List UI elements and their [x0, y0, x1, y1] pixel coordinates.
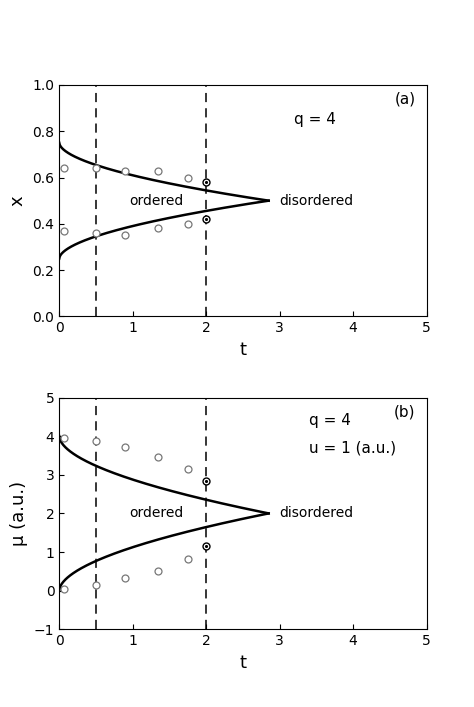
X-axis label: t: t: [239, 654, 246, 672]
Text: disordered: disordered: [279, 506, 354, 520]
Text: ordered: ordered: [129, 506, 183, 520]
Y-axis label: μ (a.u.): μ (a.u.): [10, 481, 28, 546]
X-axis label: t: t: [239, 341, 246, 359]
Text: q = 4: q = 4: [309, 413, 351, 428]
Text: q = 4: q = 4: [294, 112, 336, 127]
Text: (a): (a): [394, 92, 416, 107]
Y-axis label: x: x: [9, 195, 27, 206]
Text: ordered: ordered: [129, 194, 183, 208]
Text: disordered: disordered: [279, 194, 354, 208]
Text: (b): (b): [394, 404, 416, 419]
Text: u = 1 (a.u.): u = 1 (a.u.): [309, 440, 396, 455]
